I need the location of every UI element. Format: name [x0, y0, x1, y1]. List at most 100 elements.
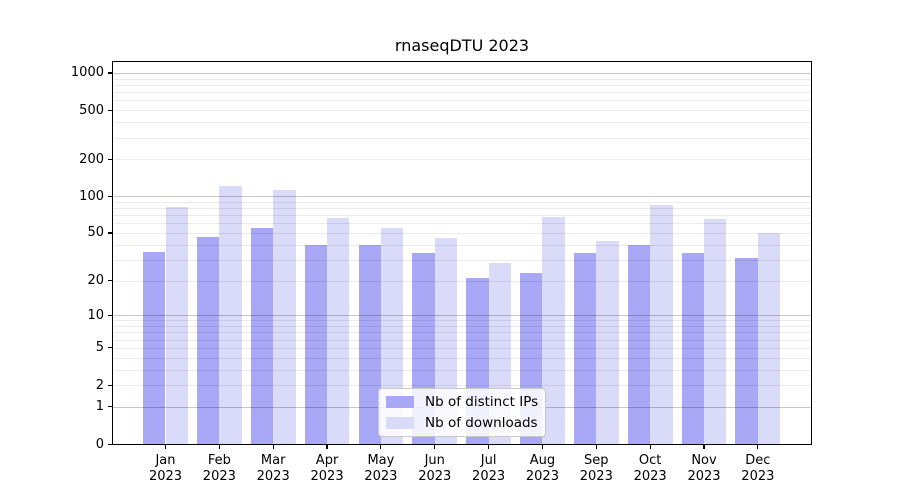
bar-downloads-jan	[165, 207, 188, 444]
x-tick-label-apr: Apr 2023	[310, 453, 344, 484]
legend-label-distinct-ips: Nb of distinct IPs	[425, 394, 539, 410]
gridline-major	[113, 315, 811, 317]
gridline-minor	[113, 369, 811, 371]
x-tick-mark	[164, 444, 167, 449]
gridline-minor	[113, 201, 811, 203]
gridline-minor	[113, 385, 811, 386]
bar-distinct-ips-nov	[681, 253, 704, 444]
bar-distinct-ips-feb	[196, 237, 220, 444]
x-tick-label-jan: Jan 2023	[148, 453, 183, 484]
x-tick-mark	[326, 444, 328, 449]
x-tick-mark	[272, 444, 274, 449]
x-tick-mark	[434, 444, 436, 449]
y-tick-mark	[108, 232, 113, 234]
x-tick-label-jul: Jul 2023	[472, 453, 506, 484]
bar-distinct-ips-dec	[735, 257, 758, 444]
legend-item-downloads: Nb of downloads	[386, 415, 545, 431]
gridline-minor	[113, 339, 811, 341]
x-tick-mark	[541, 444, 544, 449]
y-tick-label-0: 0	[95, 436, 104, 452]
y-tick-mark	[108, 384, 113, 386]
y-tick-mark	[108, 109, 113, 111]
x-tick-mark	[595, 444, 597, 449]
gridline-minor	[113, 84, 811, 86]
x-tick-mark	[703, 444, 705, 449]
x-tick-label-may: May 2023	[364, 453, 398, 484]
gridline-minor	[113, 280, 811, 282]
bar-downloads-nov	[704, 219, 727, 444]
y-tick-mark	[108, 195, 113, 197]
bar-downloads-oct	[650, 205, 673, 444]
y-tick-label-100: 100	[79, 188, 104, 204]
legend-swatch-distinct-ips	[386, 396, 414, 408]
gridline-minor	[113, 232, 811, 234]
y-tick-label-2: 2	[95, 377, 104, 393]
y-tick-mark	[108, 72, 113, 74]
y-tick-mark	[108, 347, 113, 349]
bar-downloads-mar	[273, 190, 296, 444]
gridline-minor	[113, 92, 811, 94]
x-tick-mark	[488, 444, 490, 449]
y-tick-label-500: 500	[79, 102, 104, 118]
bar-distinct-ips-apr	[304, 244, 328, 444]
legend: Nb of distinct IPs Nb of downloads	[378, 388, 546, 437]
legend-item-distinct-ips: Nb of distinct IPs	[386, 394, 545, 410]
bar-distinct-ips-oct	[627, 244, 651, 444]
x-tick-label-dec: Dec 2023	[741, 453, 775, 484]
x-tick-mark	[757, 444, 759, 449]
y-tick-mark	[108, 406, 113, 408]
gridline-minor	[113, 259, 811, 261]
x-tick-label-jun: Jun 2023	[418, 453, 452, 484]
gridline-minor	[113, 78, 811, 80]
chart-title: rnaseqDTU 2023	[394, 36, 530, 55]
x-tick-mark	[380, 444, 382, 449]
x-tick-label-feb: Feb 2023	[202, 453, 236, 484]
bar-downloads-sep	[596, 240, 619, 444]
bar-distinct-ips-may	[358, 244, 381, 444]
y-tick-label-1: 1	[95, 399, 104, 415]
gridline-minor	[113, 208, 811, 210]
gridline-minor	[113, 332, 811, 334]
legend-swatch-downloads	[386, 417, 414, 429]
y-tick-label-10: 10	[87, 307, 104, 323]
gridline-minor	[113, 320, 811, 322]
bar-distinct-ips-mar	[250, 227, 274, 444]
gridline-minor	[113, 223, 811, 225]
gridline-minor	[113, 137, 811, 139]
gridline-minor	[113, 159, 811, 161]
bar-downloads-aug	[542, 217, 565, 444]
x-tick-label-nov: Nov 2023	[687, 453, 721, 484]
x-tick-label-sep: Sep 2023	[579, 453, 613, 484]
y-tick-label-1000: 1000	[70, 65, 104, 81]
y-tick-mark	[108, 280, 113, 282]
gridline-minor	[113, 110, 811, 112]
gridline-minor	[113, 244, 811, 246]
bar-distinct-ips-jan	[143, 251, 166, 444]
x-tick-mark	[649, 444, 651, 449]
y-tick-mark	[108, 314, 113, 316]
x-tick-label-oct: Oct 2023	[633, 453, 667, 484]
y-tick-label-5: 5	[95, 340, 104, 356]
y-tick-mark	[108, 443, 113, 445]
gridline-minor	[113, 215, 811, 217]
bar-distinct-ips-sep	[573, 253, 597, 444]
gridline-minor	[113, 100, 811, 102]
y-tick-mark	[108, 158, 113, 160]
bar-downloads-apr	[327, 218, 350, 444]
x-tick-label-aug: Aug 2023	[525, 453, 559, 484]
gridline-minor	[113, 326, 811, 327]
gridline-minor	[113, 357, 811, 359]
gridline-minor	[113, 122, 811, 124]
y-tick-label-50: 50	[87, 225, 104, 241]
x-tick-label-mar: Mar 2023	[256, 453, 290, 484]
legend-label-downloads: Nb of downloads	[425, 415, 538, 431]
gridline-major	[113, 196, 811, 198]
gridline-major	[113, 72, 811, 74]
y-tick-label-200: 200	[79, 151, 104, 167]
bar-downloads-feb	[219, 185, 242, 444]
x-tick-mark	[218, 444, 220, 449]
y-tick-label-20: 20	[87, 273, 104, 288]
bar-downloads-dec	[757, 232, 781, 444]
plot-area: Nb of distinct IPs Nb of downloads	[112, 61, 812, 445]
